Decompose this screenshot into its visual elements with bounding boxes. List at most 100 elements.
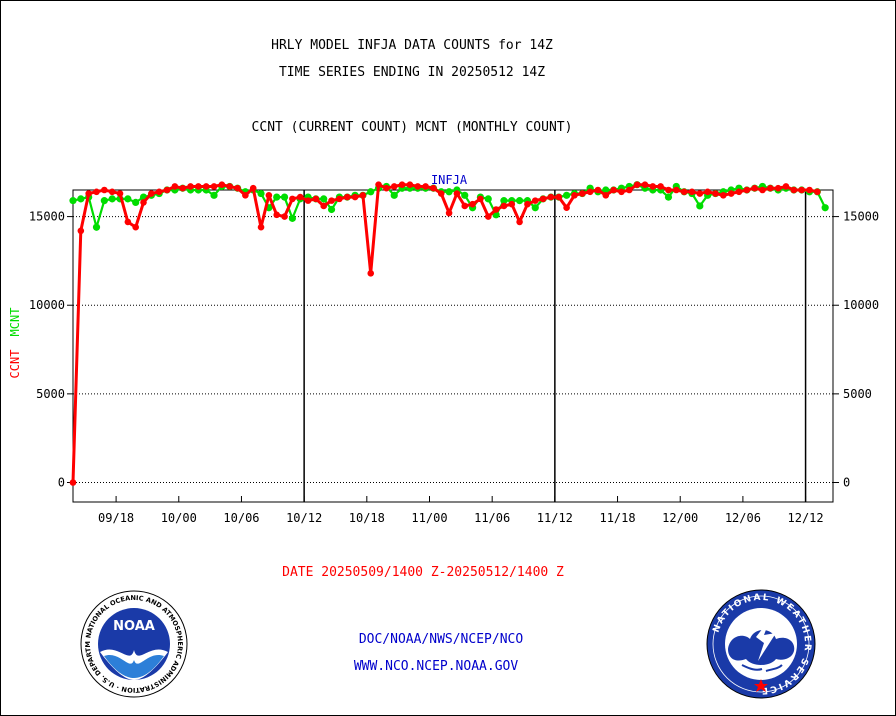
data-point-ccnt [312, 195, 320, 203]
data-point-ccnt [696, 190, 704, 197]
data-point-ccnt [140, 199, 147, 206]
data-point-ccnt [406, 181, 414, 188]
data-point-ccnt [265, 192, 273, 199]
data-point-ccnt [257, 223, 265, 231]
data-point-mcnt [288, 214, 296, 222]
data-point-mcnt [320, 195, 328, 203]
data-point-ccnt [602, 192, 610, 199]
data-point-ccnt [492, 206, 500, 213]
data-point-ccnt [351, 193, 359, 201]
data-point-ccnt [759, 186, 766, 194]
x-tick-label: 12/00 [662, 511, 698, 525]
data-point-ccnt [712, 190, 719, 197]
data-point-mcnt [100, 197, 108, 205]
data-point-ccnt [179, 184, 186, 192]
date-range-label: DATE 20250509/1400 Z-20250512/1400 Z [282, 565, 564, 580]
data-point-ccnt [594, 186, 602, 194]
data-point-mcnt [563, 191, 571, 199]
data-point-ccnt [524, 200, 531, 208]
ticks: 0 0 5000 5000 10000 10000 15000 15000 09/18 10/00… [29, 210, 879, 525]
data-point-ccnt [461, 202, 469, 210]
noaa-logo-text: NOAA [113, 619, 155, 634]
data-point-ccnt [226, 183, 234, 190]
data-point-ccnt [790, 186, 798, 194]
chart-title-line1: HRLY MODEL INFJA DATA COUNTS for 14Z [271, 38, 553, 53]
data-point-ccnt [508, 200, 516, 208]
data-point-ccnt [93, 188, 100, 196]
data-point-ccnt [148, 190, 155, 197]
data-point-mcnt [696, 202, 704, 210]
data-point-ccnt [727, 190, 735, 197]
data-point-ccnt [430, 184, 437, 192]
data-point-ccnt [69, 479, 77, 486]
data-point-ccnt [782, 183, 790, 190]
data-point-ccnt [367, 270, 375, 277]
data-point-mcnt [132, 198, 140, 207]
x-tick-label: 10/06 [223, 511, 259, 525]
data-point-ccnt [477, 195, 484, 203]
data-point-ccnt [163, 186, 171, 194]
data-point-ccnt [343, 193, 351, 201]
series-group [69, 181, 829, 486]
y-axis-label-ccnt: CCNT [8, 350, 22, 379]
data-point-ccnt [720, 192, 727, 199]
data-point-ccnt [328, 197, 335, 204]
data-point-ccnt [85, 190, 92, 197]
website-link[interactable]: WWW.NCO.NCEP.NOAA.GOV [353, 659, 519, 674]
data-point-mcnt [92, 223, 101, 231]
data-point-ccnt [453, 190, 461, 197]
y-tick-label-left: 10000 [29, 298, 65, 312]
data-point-mcnt [531, 204, 539, 212]
x-tick-label: 11/06 [474, 511, 510, 525]
data-point-ccnt [500, 202, 508, 210]
data-point-ccnt [383, 184, 390, 192]
data-point-mcnt [280, 193, 289, 201]
data-point-ccnt [375, 181, 382, 188]
data-point-ccnt [672, 186, 680, 194]
data-point-mcnt [445, 188, 453, 196]
y-tick-label-right: 5000 [843, 387, 872, 401]
data-point-ccnt [798, 186, 805, 194]
org-path-label: DOC/NOAA/NWS/NCEP/NCO [358, 632, 524, 647]
data-point-ccnt [531, 197, 539, 204]
data-point-mcnt [484, 195, 492, 203]
x-tick-label: 10/18 [349, 511, 385, 525]
data-point-ccnt [101, 186, 108, 194]
data-point-ccnt [218, 181, 226, 188]
data-point-ccnt [633, 181, 641, 188]
panel-title: INFJA [431, 173, 468, 187]
data-point-mcnt [664, 193, 673, 201]
data-point-mcnt [210, 191, 218, 199]
data-point-ccnt [735, 188, 743, 196]
data-point-ccnt [704, 188, 711, 196]
plot-frame [72, 189, 834, 503]
series-line-ccnt [71, 183, 818, 483]
data-point-ccnt [242, 192, 249, 199]
data-point-ccnt [641, 181, 649, 188]
data-point-ccnt [359, 192, 367, 199]
data-point-mcnt [327, 205, 336, 214]
data-point-ccnt [688, 188, 696, 196]
data-point-ccnt [187, 183, 194, 190]
data-point-ccnt [195, 183, 202, 190]
data-point-ccnt [649, 183, 657, 190]
data-point-ccnt [774, 184, 782, 192]
nws-logo: NATIONAL WEATHER SERVICE [706, 589, 816, 699]
data-point-ccnt [320, 202, 328, 210]
data-point-ccnt [273, 211, 281, 219]
data-point-ccnt [618, 188, 625, 196]
data-point-ccnt [665, 186, 672, 194]
data-point-mcnt [390, 191, 398, 199]
data-point-ccnt [767, 184, 774, 192]
axes [72, 189, 834, 503]
data-point-ccnt [555, 193, 563, 201]
data-point-mcnt [367, 188, 375, 196]
data-point-ccnt [398, 181, 406, 188]
data-point-ccnt [806, 186, 813, 194]
data-point-ccnt [171, 183, 179, 190]
y-tick-label-right: 0 [843, 476, 850, 490]
data-point-ccnt [586, 188, 594, 196]
data-point-ccnt [77, 227, 85, 235]
x-tick-label: 12/06 [725, 511, 761, 525]
